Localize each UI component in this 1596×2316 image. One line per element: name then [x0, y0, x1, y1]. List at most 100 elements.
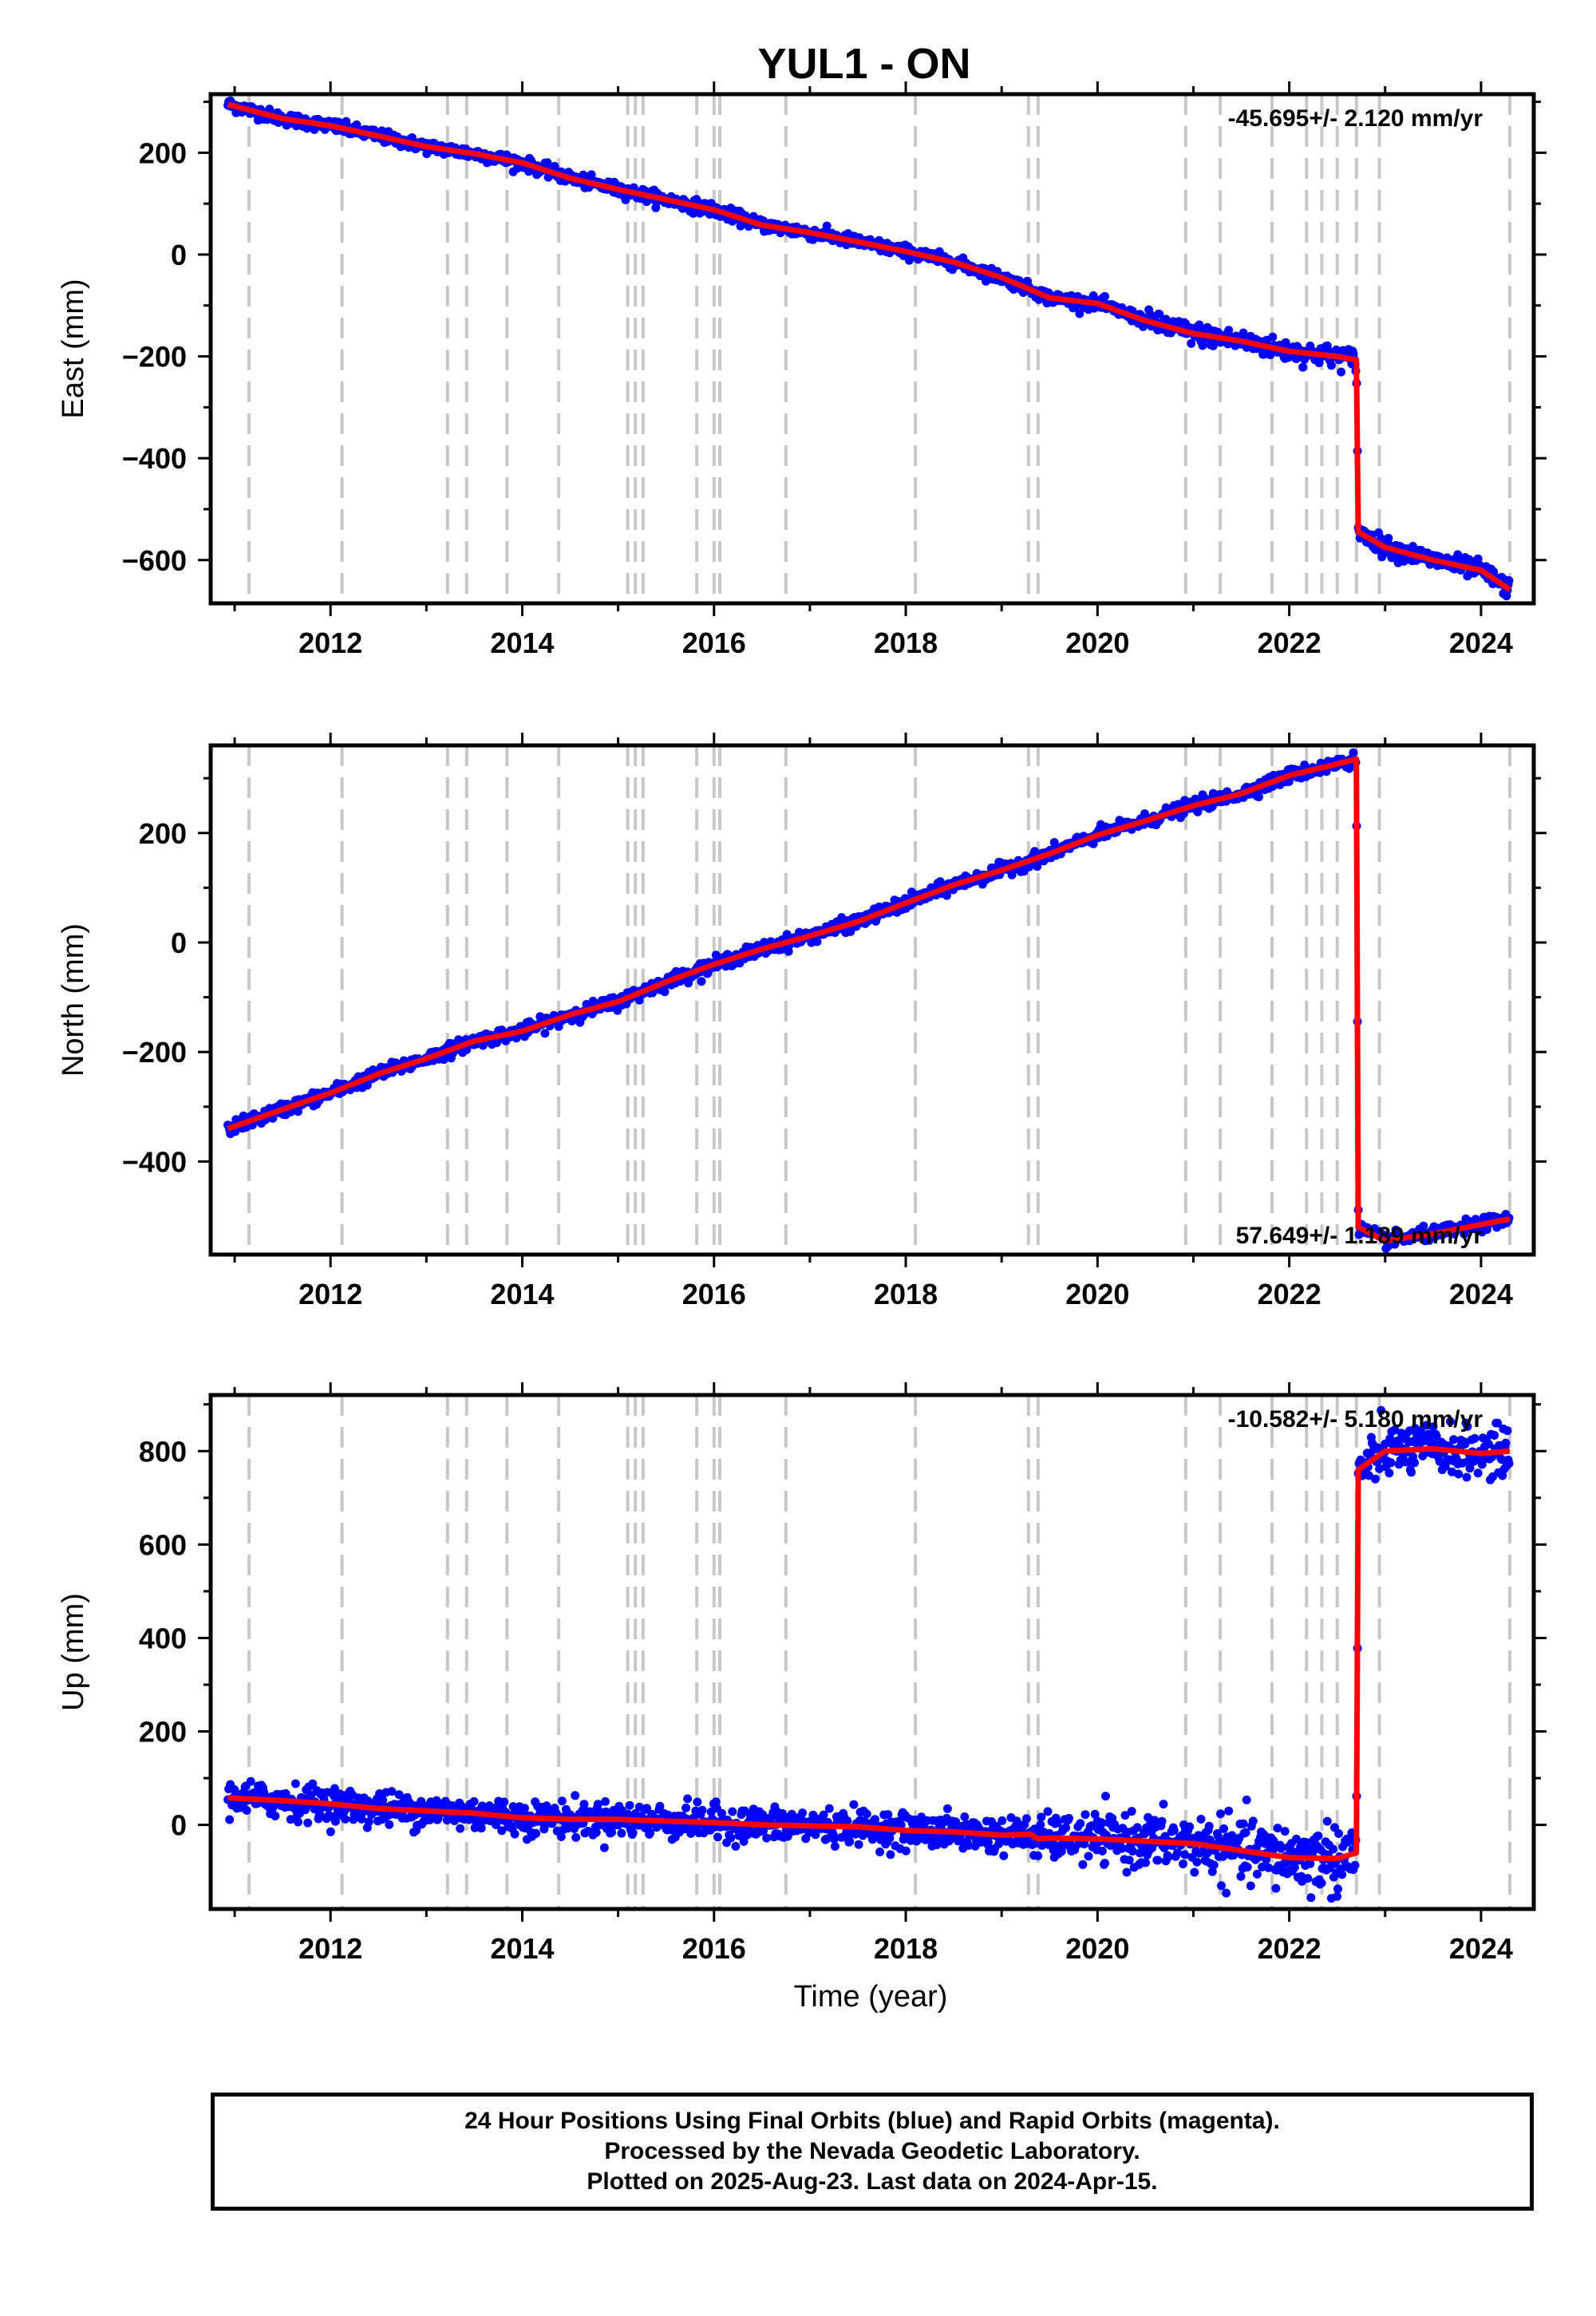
up-data-point [1128, 1847, 1137, 1856]
x-tick-label: 2014 [490, 626, 554, 659]
up-data-point [1470, 1433, 1479, 1443]
up-data-point [286, 1815, 295, 1824]
x-tick-label: 2024 [1449, 1278, 1513, 1310]
up-data-point [1504, 1459, 1514, 1468]
up-data-point [1465, 1464, 1475, 1473]
north-data-point [1419, 1221, 1428, 1231]
east-data-point [1326, 361, 1336, 370]
up-data-point [556, 1832, 566, 1841]
x-tick-label: 2018 [874, 1278, 938, 1310]
up-data-point [1097, 1846, 1107, 1856]
up-data-point [1262, 1855, 1271, 1864]
up-data-point [1280, 1827, 1290, 1836]
up-data-point [1192, 1857, 1202, 1867]
up-data-point [646, 1828, 655, 1838]
up-data-point [783, 1832, 792, 1841]
y-tick-label: 200 [139, 1716, 187, 1749]
up-axis-label: Up (mm) [57, 1593, 90, 1711]
footer-note: 24 Hour Positions Using Final Orbits (bl… [211, 2093, 1534, 2211]
up-data-point [579, 1800, 589, 1809]
up-data-point [294, 1817, 302, 1827]
y-tick-label: 0 [171, 927, 187, 959]
x-tick-label: 2022 [1258, 1932, 1321, 1965]
up-data-point [1292, 1834, 1301, 1844]
up-data-point [308, 1779, 318, 1788]
east-data-point [543, 158, 552, 168]
up-data-point [1460, 1440, 1470, 1448]
up-data-point [1462, 1472, 1472, 1482]
up-data-point [726, 1833, 736, 1843]
up-data-point [1273, 1824, 1282, 1833]
up-data-point [1242, 1795, 1251, 1804]
up-data-point [683, 1794, 693, 1804]
up-data-point [519, 1804, 529, 1813]
chart-title: YUL1 - ON [757, 40, 970, 88]
up-data-point [1334, 1829, 1344, 1838]
up-data-point [1501, 1438, 1511, 1448]
up-data-point [849, 1800, 859, 1809]
up-data-point [983, 1838, 993, 1847]
up-data-point [1331, 1859, 1340, 1868]
up-data-point [883, 1810, 893, 1820]
up-data-point [593, 1800, 602, 1809]
up-data-point [1241, 1828, 1250, 1837]
x-tick-label: 2022 [1258, 1278, 1321, 1310]
x-tick-label: 2014 [490, 1278, 554, 1310]
up-data-point [1207, 1867, 1217, 1876]
up-data-point [1053, 1818, 1062, 1828]
up-data-point [617, 1828, 626, 1838]
up-data-point [1337, 1870, 1347, 1879]
up-data-point [819, 1810, 828, 1820]
up-data-point [822, 1834, 832, 1844]
up-data-point [1217, 1881, 1226, 1891]
x-axis-label: Time (year) [794, 1980, 948, 2014]
up-data-point [1180, 1850, 1190, 1860]
up-data-point [739, 1836, 749, 1846]
north-data-point [1254, 792, 1263, 801]
up-data-point [326, 1827, 335, 1836]
up-data-point [1303, 1874, 1313, 1883]
up-data-point [1258, 1862, 1267, 1871]
up-data-point [999, 1851, 1009, 1860]
east-data-point [822, 221, 832, 231]
up-data-point [1205, 1835, 1215, 1844]
up-data-point [571, 1832, 581, 1842]
up-data-point [625, 1800, 634, 1810]
y-tick-label: −600 [122, 544, 187, 577]
up-data-point [731, 1842, 741, 1851]
north-data-point [1284, 777, 1294, 786]
up-data-point [1061, 1823, 1070, 1832]
east-data-point [1384, 533, 1393, 543]
up-data-point [1124, 1856, 1134, 1865]
east-model-line [227, 101, 1511, 592]
up-data-point [1169, 1826, 1179, 1835]
up-model-line [227, 1445, 1511, 1862]
x-tick-label: 2020 [1065, 1932, 1129, 1965]
east-data-point [1504, 576, 1514, 585]
up-data-point [1463, 1421, 1472, 1431]
up-data-point [1246, 1881, 1255, 1891]
up-data-point [829, 1834, 839, 1844]
up-data-point [1157, 1816, 1167, 1826]
up-data-point [1317, 1878, 1326, 1887]
x-tick-label: 2012 [298, 1278, 362, 1310]
north-data-points [223, 748, 1514, 1253]
x-tick-label: 2020 [1065, 1278, 1129, 1310]
up-data-point [1204, 1821, 1214, 1831]
up-data-point [1454, 1469, 1464, 1479]
up-data-point [886, 1850, 895, 1860]
x-tick-label: 2012 [298, 626, 362, 659]
north-data-point [1088, 839, 1098, 848]
up-data-point [628, 1828, 638, 1838]
up-data-point [1242, 1863, 1252, 1871]
north-model-line [227, 756, 1511, 1244]
up-data-point [557, 1796, 567, 1806]
up-data-point [1127, 1807, 1136, 1816]
up-data-point [1364, 1471, 1373, 1480]
up-data-point [798, 1808, 808, 1818]
up-data-point [1132, 1823, 1142, 1832]
up-data-point [1209, 1860, 1219, 1870]
up-data-point [1117, 1844, 1127, 1853]
up-data-point [1328, 1844, 1337, 1854]
